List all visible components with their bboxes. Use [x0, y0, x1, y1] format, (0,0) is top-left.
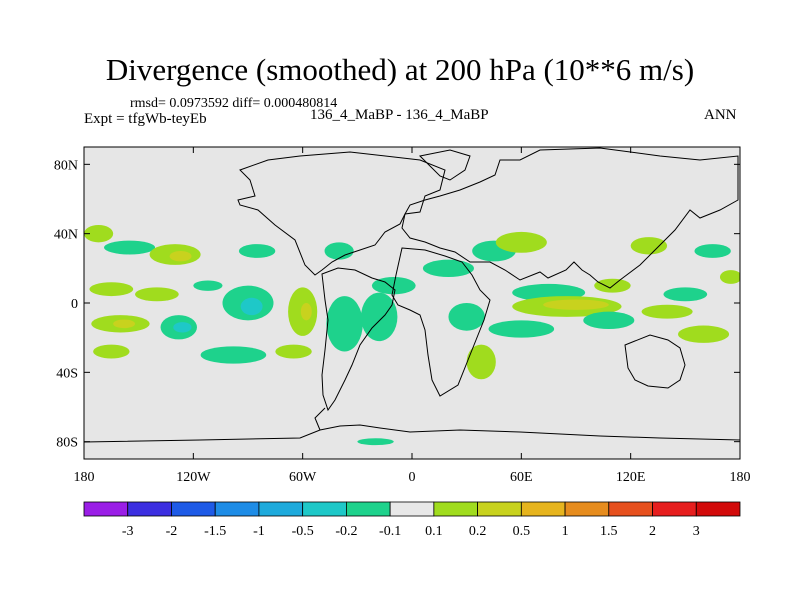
anomaly-region [93, 344, 130, 359]
anomaly-region [448, 303, 485, 331]
anomaly-region [326, 296, 363, 352]
coastline-greenland [418, 149, 471, 181]
anomaly-region [113, 319, 136, 329]
colorbar-label: 0.2 [469, 524, 487, 539]
anomaly-region [360, 292, 398, 342]
colorbar-swatch [127, 501, 172, 517]
colorbar-swatch [520, 501, 566, 517]
anomaly-region [238, 244, 276, 258]
x-tick-label: 180 [74, 470, 95, 485]
x-tick-label: 120E [616, 470, 646, 485]
y-tick-label: 40S [56, 366, 78, 381]
map-background [84, 147, 740, 459]
y-tick-label: 0 [71, 297, 78, 312]
season-label: ANN [704, 107, 737, 123]
coastline-eurasia [401, 147, 739, 289]
anomaly-region [663, 287, 708, 302]
coastline-antarctica [84, 424, 740, 443]
anomaly-region [324, 242, 354, 260]
colorbar-swatch [433, 501, 479, 517]
anomaly-region [173, 322, 192, 333]
x-axis: 180 120W 60W 0 60E 120E 180 [74, 147, 751, 485]
anomaly-region [84, 225, 114, 243]
colorbar-label: 0.1 [425, 524, 443, 539]
y-tick-label: 40N [54, 228, 78, 243]
experiment-label: Expt = tfgWb-teyEb [84, 111, 207, 127]
colorbar-swatch [608, 501, 653, 517]
anomaly-region [275, 344, 312, 359]
colorbar-label: -1.5 [204, 524, 226, 539]
coastline-australia [624, 334, 686, 389]
colorbar-label: -0.2 [335, 524, 357, 539]
coastline-africa [391, 247, 491, 397]
colorbar-swatch [214, 501, 260, 517]
coastline-layer [84, 147, 740, 443]
anomaly-region [357, 438, 394, 446]
anomaly-region [543, 299, 609, 310]
y-tick-label: 80N [54, 158, 78, 173]
anomaly-region [630, 237, 668, 255]
colorbar-label: -0.1 [379, 524, 401, 539]
colorbar-swatch [83, 501, 129, 517]
colorbar-label: 2 [649, 524, 656, 539]
x-tick-label: 180 [730, 470, 751, 485]
anomaly-region [678, 325, 730, 343]
colorbar-swatch [302, 501, 347, 517]
colorbar-swatch [564, 501, 610, 517]
anomaly-region [719, 270, 740, 284]
colorbar-label: 0.5 [513, 524, 531, 539]
x-tick-label: 0 [409, 470, 416, 485]
colorbar-label: -1 [253, 524, 265, 539]
colorbar-label: -3 [122, 524, 134, 539]
colorbar-label: 1 [562, 524, 569, 539]
colorbar-swatch [695, 501, 741, 517]
case-label: 136_4_MaBP - 136_4_MaBP [310, 107, 489, 123]
anomaly-region [641, 304, 693, 319]
anomaly-region [300, 303, 312, 321]
anomaly-region [89, 282, 134, 297]
colorbar-swatch [171, 501, 216, 517]
x-tick-label: 60E [510, 470, 533, 485]
anomaly-region [694, 244, 731, 258]
coastline-south-america [321, 267, 396, 412]
colorbar-label: -2 [166, 524, 178, 539]
colorbar-label: 1.5 [600, 524, 618, 539]
y-axis: 80N 40N 0 40S 80S [54, 158, 740, 451]
colorbar-swatch [389, 501, 435, 517]
colorbar-swatch [477, 501, 522, 517]
colorbar-label: 3 [693, 524, 700, 539]
coastline-north-america [237, 151, 446, 276]
colorbar-swatch [652, 501, 697, 517]
anomaly-region [169, 251, 192, 262]
y-tick-label: 80S [56, 436, 78, 451]
anomaly-region [193, 280, 223, 291]
anomaly-region [495, 231, 547, 253]
chart-title: Divergence (smoothed) at 200 hPa (10**6 … [105, 52, 695, 87]
anomaly-region [466, 344, 496, 380]
anomaly-region [104, 240, 156, 255]
colorbar-swatch [258, 501, 304, 517]
anomaly-region [583, 311, 635, 330]
stats-label: rmsd= 0.0973592 diff= 0.000480814 [130, 96, 338, 111]
anomaly-region [488, 320, 555, 338]
colorbar: -3 -2 -1.5 -1 -0.5 -0.2 -0.1 0.1 0.2 0.5 1 1.5 2 3 [83, 501, 741, 539]
anomaly-region [200, 346, 267, 364]
coastline-antarctic-peninsula [314, 407, 326, 431]
colorbar-swatch [345, 501, 391, 517]
colorbar-label: -0.5 [292, 524, 314, 539]
x-tick-label: 120W [176, 470, 211, 485]
anomaly-region [135, 287, 179, 302]
x-tick-label: 60W [289, 470, 317, 485]
anomaly-region [240, 297, 263, 316]
anomaly-region [422, 259, 474, 278]
